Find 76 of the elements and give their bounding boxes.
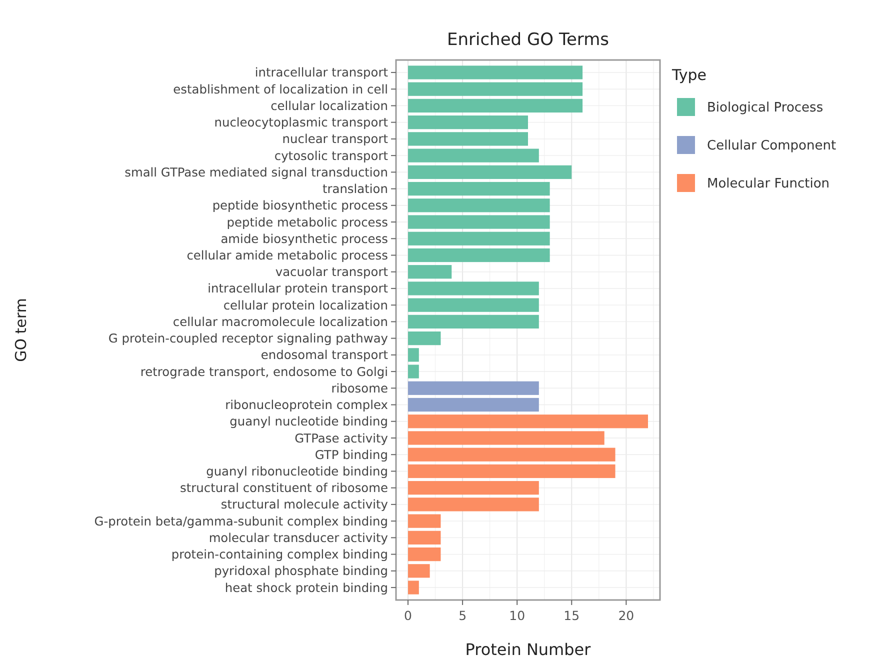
y-tick-label: structural constituent of ribosome xyxy=(180,481,388,496)
y-tick-label: cellular amide metabolic process xyxy=(186,248,388,263)
y-tick-label: nuclear transport xyxy=(282,132,388,146)
bar xyxy=(408,481,539,495)
y-tick-label: structural molecule activity xyxy=(220,498,388,512)
x-tick-label: 5 xyxy=(458,608,467,623)
bar xyxy=(408,132,528,146)
y-tick-label: cellular localization xyxy=(270,98,388,113)
bar xyxy=(408,314,539,329)
x-tick-label: 0 xyxy=(404,608,412,623)
bar xyxy=(408,282,539,296)
bar xyxy=(408,514,441,528)
bar xyxy=(408,464,616,478)
y-tick-label: small GTPase mediated signal transduction xyxy=(124,165,388,180)
bar xyxy=(408,580,419,594)
bar xyxy=(408,381,539,395)
y-tick-label: endosomal transport xyxy=(260,348,388,362)
bar xyxy=(408,364,419,378)
bar xyxy=(408,265,452,279)
bar xyxy=(408,232,550,246)
y-tick-label: vacuolar transport xyxy=(275,265,388,280)
y-axis-title: GO term xyxy=(12,298,30,362)
y-tick-label: ribosome xyxy=(331,381,388,396)
y-tick-label: amide biosynthetic process xyxy=(220,232,388,246)
y-tick-label: guanyl ribonucleotide binding xyxy=(206,464,388,478)
bar xyxy=(408,165,572,179)
bar xyxy=(408,98,583,113)
bar xyxy=(408,448,616,462)
y-tick-label: retrograde transport, endosome to Golgi xyxy=(140,364,388,379)
bar xyxy=(408,530,441,544)
bar xyxy=(408,498,539,512)
bar xyxy=(408,398,539,412)
y-tick-label: G protein-coupled receptor signaling pathway xyxy=(108,332,388,346)
y-tick-label: GTP binding xyxy=(314,448,388,462)
bar xyxy=(408,248,550,262)
y-tick-label: intracellular protein transport xyxy=(208,282,388,296)
y-tick-label: cytosolic transport xyxy=(274,148,388,163)
legend-title: Type xyxy=(671,66,706,84)
y-tick-label: intracellular transport xyxy=(254,66,388,80)
y-tick-label: translation xyxy=(322,182,388,196)
y-tick-label: G-protein beta/gamma-subunit complex binding xyxy=(94,514,388,528)
legend-label: Molecular Function xyxy=(707,176,830,192)
y-tick-label: peptide metabolic process xyxy=(226,215,388,230)
bar xyxy=(408,66,583,80)
bar xyxy=(408,431,604,445)
legend-label: Biological Process xyxy=(707,100,824,116)
y-tick-label: cellular macromolecule localization xyxy=(172,314,388,329)
x-tick-label: 15 xyxy=(564,608,580,623)
y-tick-label: peptide biosynthetic process xyxy=(212,198,388,213)
y-tick-label: guanyl nucleotide binding xyxy=(230,414,388,429)
chart-title: Enriched GO Terms xyxy=(446,30,610,50)
bar xyxy=(408,116,528,130)
x-tick-label: 10 xyxy=(509,608,526,623)
y-tick-label: pyridoxal phosphate binding xyxy=(214,564,388,578)
bar xyxy=(408,331,441,346)
y-tick-label: establishment of localization in cell xyxy=(173,82,388,96)
bar xyxy=(408,348,419,362)
y-tick-label: GTPase activity xyxy=(294,431,388,446)
y-tick-label: molecular transducer activity xyxy=(208,530,388,545)
bar xyxy=(408,547,441,562)
y-tick-label: heat shock protein binding xyxy=(224,580,388,595)
bar xyxy=(408,564,430,578)
bar xyxy=(408,182,550,196)
bar xyxy=(408,215,550,229)
bar xyxy=(408,198,550,212)
y-tick-label: protein-containing complex binding xyxy=(171,548,388,562)
bar xyxy=(408,82,583,96)
y-tick-label: ribonucleoprotein complex xyxy=(225,398,388,412)
y-tick-label: cellular protein localization xyxy=(223,298,388,312)
legend-label: Cellular Component xyxy=(707,138,836,154)
x-tick-label: 20 xyxy=(618,608,634,623)
y-tick-label: nucleocytoplasmic transport xyxy=(214,116,388,130)
bar xyxy=(408,414,648,428)
x-axis-title: Protein Number xyxy=(465,640,592,659)
bar xyxy=(408,148,539,162)
bar xyxy=(408,298,539,312)
